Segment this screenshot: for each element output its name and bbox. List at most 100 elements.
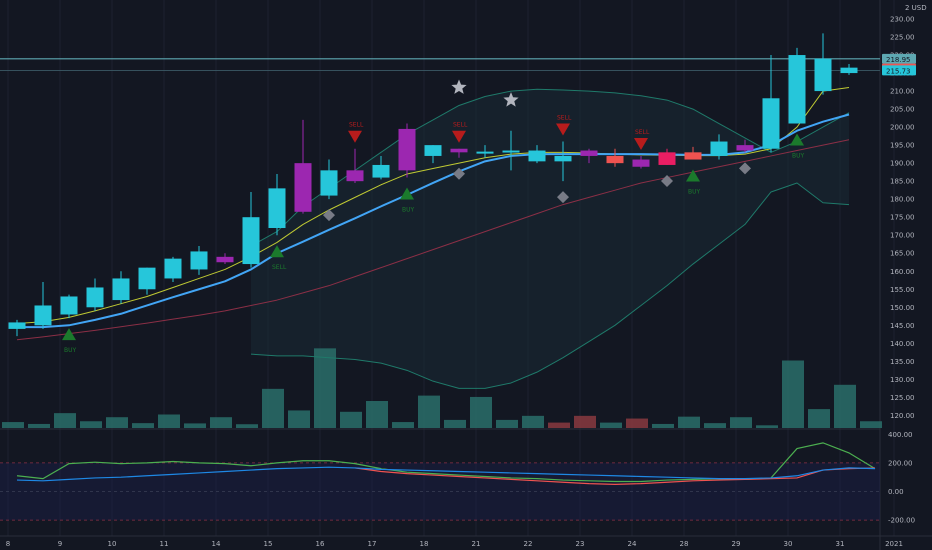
price-tick-label: 160.00 <box>890 268 915 276</box>
time-tick-label: 17 <box>368 540 377 548</box>
candle-body[interactable] <box>840 67 858 74</box>
buy-signal-icon <box>790 133 804 146</box>
candle-body[interactable] <box>476 151 494 154</box>
oscillator-tick-label: 400.00 <box>888 431 913 439</box>
candle-body[interactable] <box>814 58 832 92</box>
candle-body[interactable] <box>424 145 442 156</box>
buy-signal-label: BUY <box>64 347 77 354</box>
volume-bar <box>782 360 804 428</box>
candle-body[interactable] <box>294 163 312 212</box>
volume-bar <box>860 421 882 428</box>
volume-bar <box>678 416 700 428</box>
time-tick-label: 10 <box>108 540 117 548</box>
volume-bar <box>184 423 206 428</box>
currency-label: 2 USD <box>905 4 927 12</box>
volume-bar <box>808 409 830 428</box>
time-tick-label: 31 <box>836 540 845 548</box>
price-tick-label: 135.00 <box>890 358 915 366</box>
price-tick-label: 200.00 <box>890 124 915 132</box>
volume-bars <box>2 348 882 428</box>
candle-body[interactable] <box>632 159 650 167</box>
volume-bar <box>652 423 674 428</box>
volume-bar <box>470 396 492 428</box>
price-axis[interactable]: 2 USD 230.00225.00220.00215.00210.00205.… <box>882 4 927 525</box>
time-tick-label: 11 <box>160 540 169 548</box>
candle-body[interactable] <box>86 287 104 308</box>
price-tick-label: 190.00 <box>890 160 915 168</box>
long-moving-average-line <box>16 139 850 341</box>
oscillator-blue-line <box>16 466 876 482</box>
price-tick-label: 225.00 <box>890 34 915 42</box>
candle-body[interactable] <box>320 170 338 196</box>
buy-signal-icon <box>400 187 414 200</box>
volume-bar <box>626 418 648 428</box>
buy-signal-icon <box>686 169 700 182</box>
volume-bar <box>288 410 310 428</box>
candle-body[interactable] <box>242 217 260 265</box>
candle-body[interactable] <box>554 155 572 162</box>
price-tick-label: 140.00 <box>890 340 915 348</box>
candle-body[interactable] <box>450 148 468 153</box>
time-tick-label: 18 <box>420 540 429 548</box>
volume-bar <box>2 422 24 428</box>
price-tick-label: 230.00 <box>890 16 915 24</box>
candles[interactable] <box>8 33 858 337</box>
volume-bar <box>80 421 102 428</box>
buy-signal-label: BUY <box>792 153 805 160</box>
volume-bar <box>158 414 180 428</box>
price-badge <box>882 65 916 76</box>
candle-body[interactable] <box>398 128 416 171</box>
candle-body[interactable] <box>164 258 182 279</box>
fast-ema-line <box>17 113 850 329</box>
candle-body[interactable] <box>528 150 546 162</box>
candle-body[interactable] <box>606 155 624 164</box>
volume-bar <box>392 422 414 428</box>
volume-bar <box>28 423 50 428</box>
sell-signal-icon <box>452 130 466 143</box>
time-tick-label: 30 <box>784 540 793 548</box>
candle-body[interactable] <box>788 55 806 124</box>
volume-bar <box>366 401 388 428</box>
candle-body[interactable] <box>8 322 26 329</box>
candle-body[interactable] <box>190 251 208 270</box>
volume-bar <box>548 422 570 428</box>
volume-bar <box>444 419 466 428</box>
candle-body[interactable] <box>580 150 598 156</box>
time-axis[interactable]: 8 9 10 11 14 15 16 17 18 21 22 23 24 28 29 30 31 2021 <box>6 540 903 548</box>
candle-body[interactable] <box>216 256 234 263</box>
price-tick-label: 155.00 <box>890 286 915 294</box>
time-tick-label: 23 <box>576 540 585 548</box>
candle-body[interactable] <box>268 188 286 229</box>
candle-body[interactable] <box>684 152 702 160</box>
diamond-marker-icon <box>739 162 751 175</box>
candle-body[interactable] <box>138 267 156 290</box>
candle-body[interactable] <box>60 296 78 315</box>
volume-bar <box>262 388 284 428</box>
price-tick-label: 175.00 <box>890 214 915 222</box>
sell-signal-label: SELL <box>635 129 650 136</box>
sell-signal-icon <box>556 123 570 136</box>
candle-body[interactable] <box>710 141 728 156</box>
price-tick-label: 125.00 <box>890 394 915 402</box>
candle-body[interactable] <box>34 305 52 326</box>
time-tick-label: 2021 <box>885 540 903 548</box>
candle-body[interactable] <box>736 145 754 151</box>
price-tick-label: 165.00 <box>890 250 915 258</box>
volume-bar <box>106 417 128 428</box>
buy-signal-label: SELL <box>272 264 287 271</box>
volume-bar <box>730 417 752 428</box>
time-tick-label: 14 <box>212 540 221 548</box>
price-tick-label: 205.00 <box>890 106 915 114</box>
candle-body[interactable] <box>372 164 390 178</box>
time-tick-label: 29 <box>732 540 741 548</box>
time-tick-label: 8 <box>6 540 10 548</box>
price-tick-label: 210.00 <box>890 88 915 96</box>
candle-body[interactable] <box>346 170 364 182</box>
candle-body[interactable] <box>502 150 520 153</box>
candle-body[interactable] <box>762 98 780 149</box>
candle-body[interactable] <box>112 278 130 301</box>
price-tick-label: 145.00 <box>890 322 915 330</box>
candle-body[interactable] <box>658 152 676 165</box>
signal-markers: BUY SELL BUY BUY BUY SELL SELL SELL SELL <box>62 79 805 354</box>
